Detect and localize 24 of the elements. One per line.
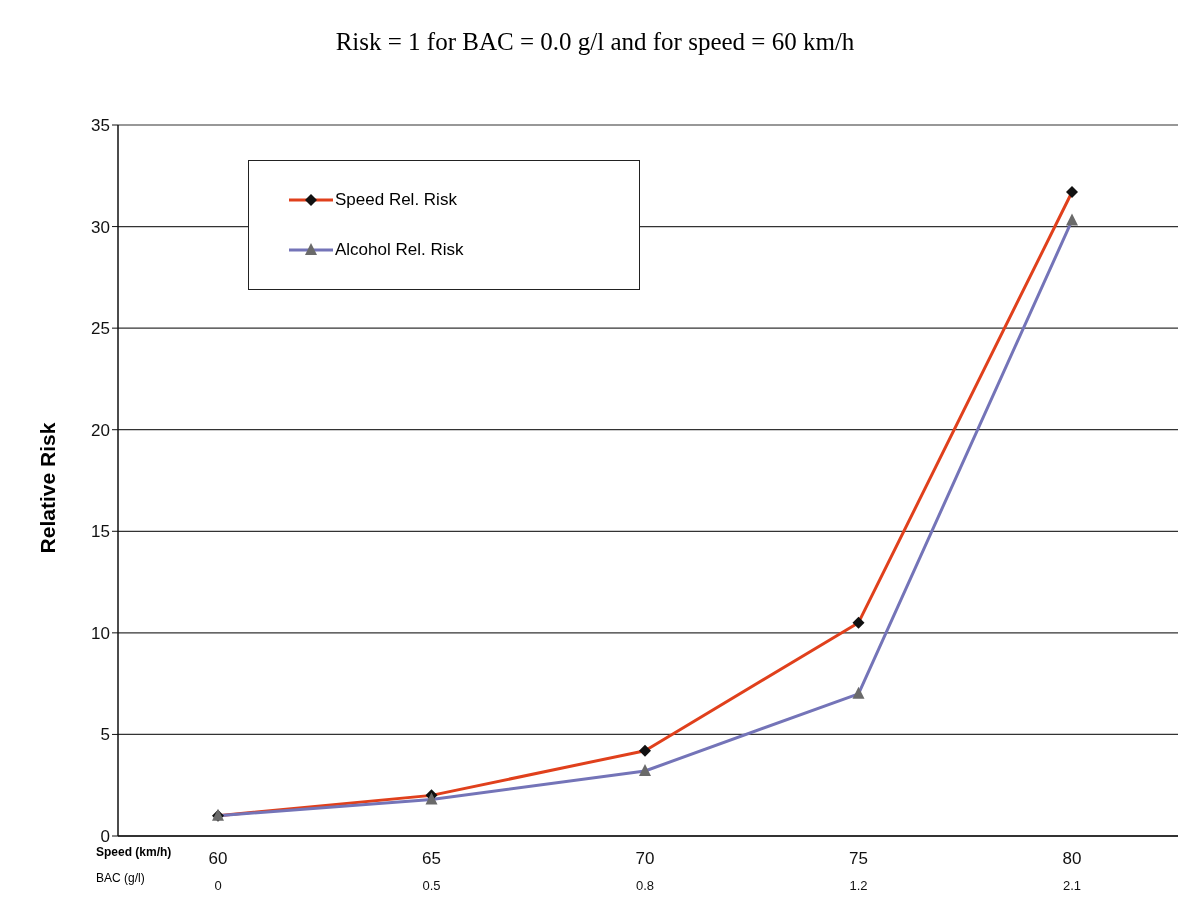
y-tick-label: 5 (100, 725, 110, 745)
y-tick-label: 0 (100, 827, 110, 847)
y-tick-label: 25 (91, 319, 110, 339)
text: 2.1 (1062, 878, 1082, 893)
x-tick-label: 65 (422, 849, 441, 868)
legend-label: Speed Rel. Risk (335, 190, 457, 210)
x-tick-label: 60 (208, 849, 228, 868)
y-tick-label: 10 (91, 623, 110, 643)
y-axis-title: Relative Risk (36, 422, 60, 554)
y-tick-label: 35 (91, 116, 110, 136)
y-tick-label: 30 (91, 217, 110, 237)
chart-title: Risk = 1 for BAC = 0.0 g/l and for speed = 60 km/h (334, 28, 856, 56)
y-tick-label: 20 (91, 420, 110, 440)
x-tick-label: 80 (1062, 849, 1082, 868)
text: 0.5 (422, 878, 441, 893)
text: 0.8 (635, 878, 655, 893)
x-tick-label: 75 (849, 849, 868, 868)
x-tick-label: 70 (635, 849, 655, 868)
text: 0 (214, 878, 222, 893)
legend-label: Alcohol Rel. Risk (335, 240, 464, 260)
text: 1.2 (849, 878, 868, 893)
y-tick-label: 15 (91, 522, 110, 542)
x-axis-title: Speed (km/h) (96, 845, 172, 859)
text: BAC (g/l) (96, 871, 145, 885)
